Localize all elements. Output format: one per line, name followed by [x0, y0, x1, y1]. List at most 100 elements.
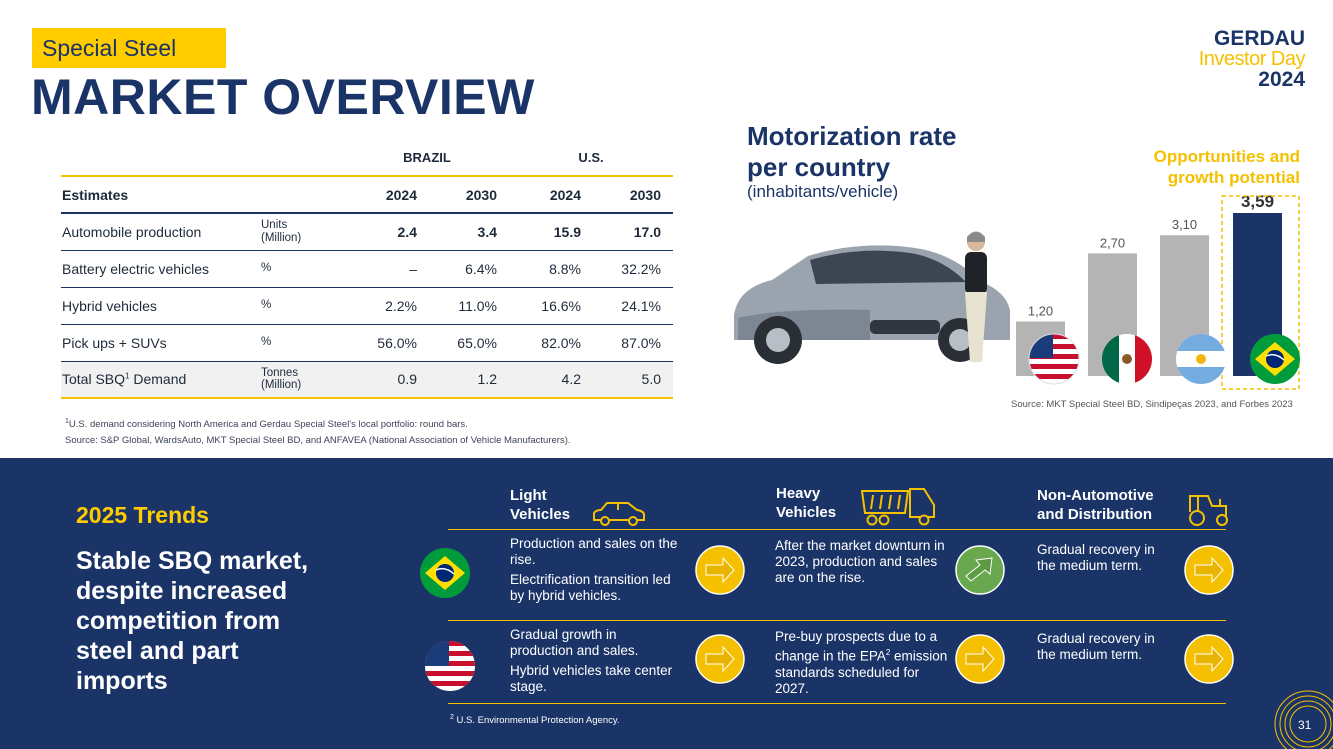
us-heavy-vehicles-text: Pre-buy prospects due to a change in the… — [775, 629, 948, 696]
arrow-right-icon — [955, 634, 1005, 684]
trends-summary: Stable SBQ market, despite increased com… — [76, 547, 309, 695]
row-label: Hybrid vehicles — [61, 287, 261, 325]
bar-value-label: 2,70 — [1100, 235, 1125, 250]
cell-value: 87.0% — [593, 324, 673, 362]
cell-value: 32.2% — [593, 250, 673, 288]
cell-value: 6.4% — [429, 250, 509, 288]
arrow-up-right-icon — [955, 545, 1005, 595]
cell-value: 17.0 — [593, 213, 673, 251]
logo-line-1: GERDAU — [1213, 27, 1305, 50]
arrow-right-icon — [695, 634, 745, 684]
section-tag: Special Steel — [32, 28, 226, 68]
header-estimates: Estimates — [61, 176, 345, 214]
row-label: Pick ups + SUVs — [61, 324, 261, 362]
bar-value-label: 3,10 — [1172, 217, 1197, 232]
flag-group — [1028, 333, 1300, 385]
bar-value-label: 1,20 — [1028, 304, 1053, 319]
argentina-flag-icon — [1176, 334, 1226, 384]
col-head-non-automotive: Non-Automotive and Distribution — [1037, 487, 1154, 523]
chart-title: Motorization rate per country — [747, 121, 957, 182]
header-br-2024: 2024 — [345, 176, 429, 214]
arrow-right-icon — [1184, 545, 1234, 595]
header-us-2030: 2030 — [593, 176, 673, 214]
us-non-automotive-text: Gradual recovery in the medium term. — [1037, 631, 1155, 662]
table-row: Battery electric vehicles % – 6.4% 8.8% … — [61, 250, 673, 288]
table-footnote: 1U.S. demand considering North America a… — [65, 418, 468, 431]
woman-illustration — [965, 231, 987, 362]
trends-title: 2025 Trends — [76, 502, 209, 528]
cell-value: 11.0% — [429, 287, 509, 325]
cell-value: 3.4 — [429, 213, 509, 251]
trends-band: 2025 Trends Stable SBQ market, despite i… — [0, 458, 1333, 749]
us-flag-icon — [425, 641, 475, 691]
brazil-heavy-vehicles-text: After the market downturn in 2023, produ… — [775, 538, 945, 585]
col-head-heavy-vehicles: Heavy Vehicles — [776, 485, 837, 521]
cell-value: 16.6% — [509, 287, 593, 325]
arrow-right-icon — [1184, 634, 1234, 684]
row-label: Total SBQ1 Demand — [61, 361, 261, 399]
bar-value-label: 3,59 — [1241, 192, 1274, 211]
row-label: Battery electric vehicles — [61, 250, 261, 288]
tractor-icon — [1189, 495, 1228, 526]
motorization-chart: 1,20 2,70 3,10 3,59 — [734, 192, 1300, 390]
highlight-box — [1221, 195, 1300, 390]
table-source: Source: S&P Global, WardsAuto, MKT Speci… — [65, 435, 571, 447]
us-flag-icon — [1028, 333, 1080, 385]
header-us-2024: 2024 — [509, 176, 593, 214]
cell-value: 5.0 — [593, 361, 673, 399]
chart-subtitle: (inhabitants/vehicle) — [747, 182, 899, 201]
chart-source: Source: MKT Special Steel BD, Sindipeças… — [1011, 399, 1293, 410]
cell-value: 8.8% — [509, 250, 593, 288]
table-column-header: Estimates 2024 2030 2024 2030 — [61, 176, 673, 214]
row-unit: % — [261, 287, 345, 325]
row-label: Automobile production — [61, 213, 261, 251]
brazil-flag-icon — [420, 548, 470, 598]
table-notes: 1U.S. demand considering North America a… — [65, 414, 571, 449]
page-title: MARKET OVERVIEW — [31, 69, 535, 125]
page-number: 31 — [1298, 718, 1312, 732]
table-row: Total SBQ1 Demand Tonnes (Million) 0.9 1.… — [61, 361, 673, 399]
logo-line-3: 2024 — [1258, 68, 1305, 91]
cell-value: 24.1% — [593, 287, 673, 325]
cell-value: 2.2% — [345, 287, 429, 325]
divider-bottom — [448, 703, 1226, 704]
estimates-table: BRAZIL U.S. Estimates 2024 2030 2024 203… — [61, 140, 673, 399]
header-br-2030: 2030 — [429, 176, 509, 214]
cell-value: 2.4 — [345, 213, 429, 251]
table-row: Hybrid vehicles % 2.2% 11.0% 16.6% 24.1% — [61, 287, 673, 325]
brazil-non-automotive-text: Gradual recovery in the medium term. — [1037, 542, 1155, 573]
cell-value: – — [345, 250, 429, 288]
cell-value: 56.0% — [345, 324, 429, 362]
cell-value: 0.9 — [345, 361, 429, 399]
gerdau-logo: GERDAU Investor Day 2024 — [1198, 27, 1306, 91]
row-unit: Tonnes (Million) — [261, 361, 345, 399]
table-row: Pick ups + SUVs % 56.0% 65.0% 82.0% 87.0… — [61, 324, 673, 362]
dump-truck-icon — [860, 488, 935, 526]
cell-value: 1.2 — [429, 361, 509, 399]
section-tag-label: Special Steel — [42, 35, 177, 61]
row-unit: % — [261, 324, 345, 362]
cell-value: 15.9 — [509, 213, 593, 251]
decorative-circles-icon — [1274, 690, 1333, 749]
row-unit: % — [261, 250, 345, 288]
brazil-flag-icon — [1250, 334, 1300, 384]
group-us: U.S. — [509, 140, 673, 177]
opportunities-label: Opportunities and growth potential — [1153, 147, 1300, 187]
mexico-flag-icon — [1102, 334, 1152, 384]
us-light-vehicles-text: Gradual growth in production and sales. … — [510, 627, 673, 694]
cell-value: 65.0% — [429, 324, 509, 362]
table-row: Automobile production Units (Million) 2.4… — [61, 213, 673, 251]
cell-value: 82.0% — [509, 324, 593, 362]
divider-top — [448, 529, 1226, 530]
arrow-right-icon — [695, 545, 745, 595]
band-footnote: 2 U.S. Environmental Protection Agency. — [450, 714, 620, 727]
brazil-light-vehicles-text: Production and sales on the rise. Electr… — [510, 536, 678, 603]
row-unit: Units (Million) — [261, 213, 345, 251]
table-group-header: BRAZIL U.S. — [61, 140, 673, 177]
cell-value: 4.2 — [509, 361, 593, 399]
group-brazil: BRAZIL — [345, 140, 509, 177]
col-head-light-vehicles: Light Vehicles — [510, 487, 571, 523]
divider-middle — [448, 620, 1226, 621]
logo-line-2: Investor Day — [1198, 48, 1306, 70]
car-icon — [593, 502, 645, 526]
